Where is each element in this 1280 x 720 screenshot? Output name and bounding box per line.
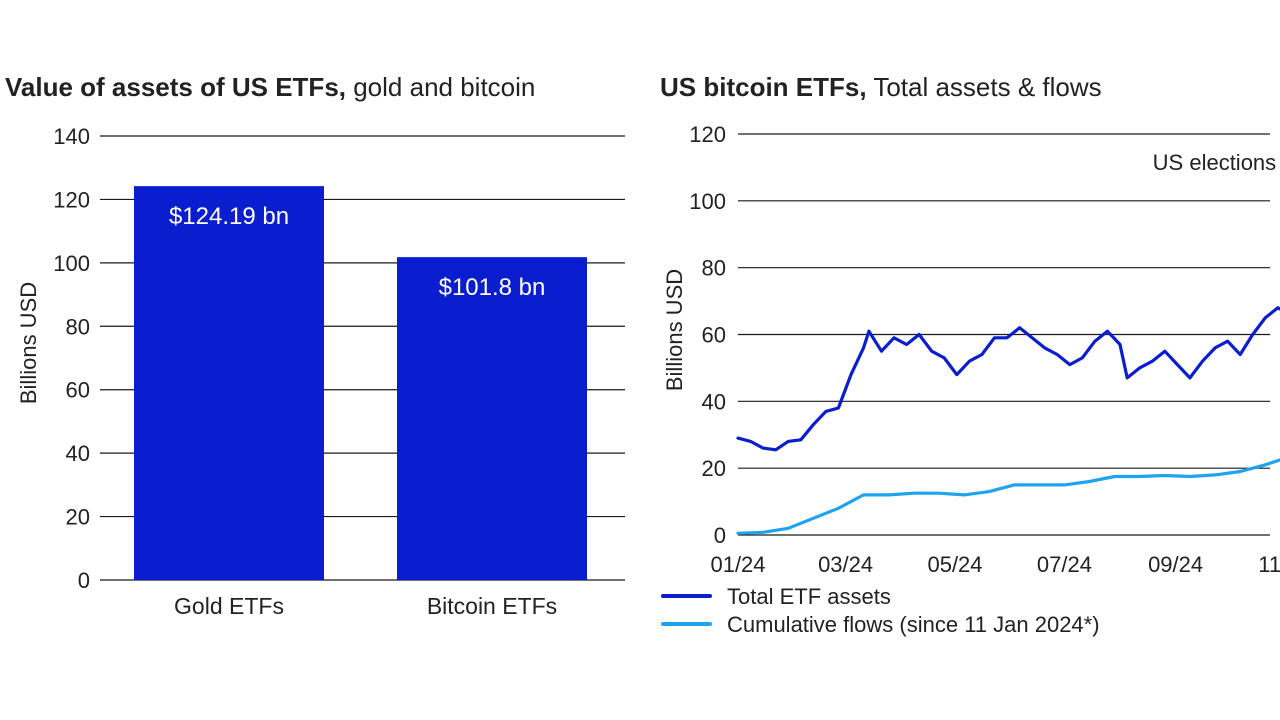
bar-data-label: $101.8 bn — [439, 274, 546, 301]
line-y-tick-label: 120 — [689, 122, 726, 147]
line-series-0 — [736, 306, 1280, 452]
line-y-tick-label: 20 — [702, 456, 726, 481]
line-x-ticks: 01/24 03/24 05/24 07/24 09/24 11/24 — [710, 552, 1280, 577]
bar-y-ticks: 0 20 40 60 80 100 120 140 — [53, 124, 90, 593]
bar-y-tick-label: 0 — [78, 568, 90, 593]
line-chart-title: US bitcoin ETFs, Total assets & flows — [660, 72, 1102, 102]
line-grid — [738, 133, 1270, 536]
bar-marks: $124.19 bn $101.8 bn — [134, 186, 587, 580]
bar-y-axis-label: Billions USD — [16, 282, 41, 404]
line-y-tick-label: 60 — [702, 323, 726, 348]
line-x-tick-label: 09/24 — [1148, 552, 1203, 577]
bar-chart-title: Value of assets of US ETFs, gold and bit… — [5, 72, 535, 102]
line-y-tick-label: 0 — [714, 523, 726, 548]
line-series — [736, 306, 1280, 535]
bar-y-tick-label: 40 — [66, 441, 90, 466]
bar-0 — [134, 186, 324, 580]
bar-category-label: Bitcoin ETFs — [427, 593, 557, 619]
bar-y-tick-label: 140 — [53, 124, 90, 149]
election-annotation: US elections — [1153, 150, 1277, 175]
line-x-tick-label: 03/24 — [818, 552, 873, 577]
line-y-axis-label: Billions USD — [662, 269, 687, 391]
line-y-tick-label: 40 — [702, 389, 726, 414]
line-legend: Total ETF assets Cumulative flows (since … — [661, 584, 1100, 637]
line-y-ticks: 0 20 40 60 80 100 120 — [689, 122, 726, 548]
bar-y-tick-label: 60 — [66, 378, 90, 403]
line-y-tick-label: 100 — [689, 189, 726, 214]
bar-chart: Value of assets of US ETFs, gold and bit… — [5, 72, 625, 619]
bar-y-tick-label: 20 — [66, 505, 90, 530]
line-chart: US bitcoin ETFs, Total assets & flows 0 2… — [660, 72, 1280, 637]
bar-y-tick-label: 120 — [53, 187, 90, 212]
bar-category-label: Gold ETFs — [174, 593, 284, 619]
bar-y-tick-label: 100 — [53, 251, 90, 276]
legend-label: Cumulative flows (since 11 Jan 2024*) — [727, 612, 1100, 637]
line-x-tick-label: 01/24 — [710, 552, 765, 577]
bar-category-labels: Gold ETFs Bitcoin ETFs — [174, 593, 557, 619]
bar-y-tick-label: 80 — [66, 314, 90, 339]
line-series-1 — [736, 458, 1280, 535]
line-y-tick-label: 80 — [702, 256, 726, 281]
line-x-tick-label: 05/24 — [927, 552, 982, 577]
legend-label: Total ETF assets — [727, 584, 891, 609]
bar-1 — [397, 257, 587, 580]
bar-data-label: $124.19 bn — [169, 203, 289, 230]
line-x-tick-label: 07/24 — [1037, 552, 1092, 577]
line-x-tick-label: 11/24 — [1258, 552, 1280, 577]
